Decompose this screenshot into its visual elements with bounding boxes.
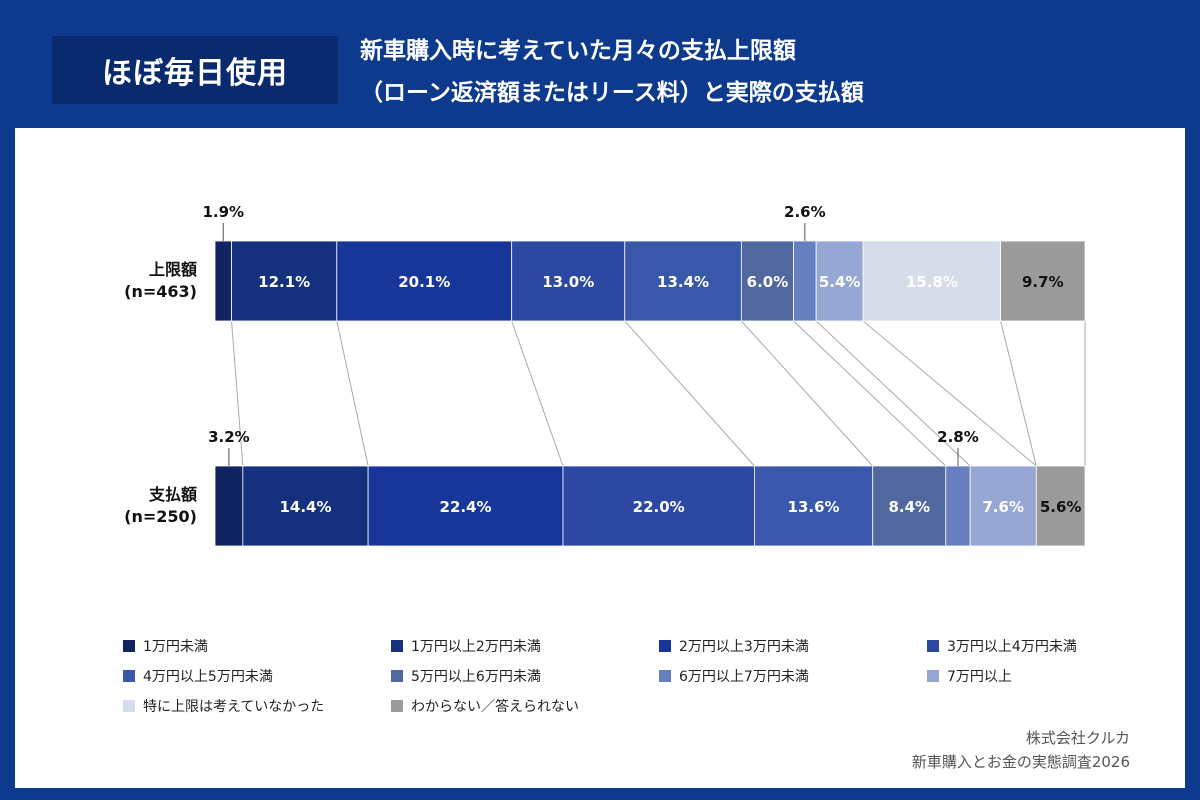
legend-swatch	[391, 640, 403, 652]
bar-segment	[1035, 465, 1086, 547]
title-line-1: 新車購入時に考えていた月々の支払上限額	[360, 38, 796, 64]
legend-label: 1万円以上2万円未満	[411, 639, 541, 655]
chart-title: 新車購入時に考えていた月々の支払上限額 （ローン返済額またはリース料）と実際の支…	[360, 30, 1180, 114]
connector-line	[624, 320, 755, 467]
bar-segment	[754, 465, 874, 547]
credits: 株式会社クルカ 新車購入とお金の実態調査2026	[912, 726, 1130, 774]
legend-item: 6万円以上7万円未満	[659, 666, 809, 686]
legend-label: 1万円未満	[143, 639, 208, 655]
connector-line	[740, 320, 874, 467]
credit-survey: 新車購入とお金の実態調査2026	[911, 753, 1130, 771]
data-label: 22.4%	[440, 498, 492, 516]
legend-item: 4万円以上5万円未満	[123, 666, 273, 686]
data-label: 13.0%	[542, 273, 594, 291]
legend-label: わからない／答えられない	[411, 699, 579, 715]
bar-segment	[367, 465, 564, 547]
legend-label: 7万円以上	[947, 669, 1012, 685]
bar-segment	[242, 465, 369, 547]
bar-segment	[214, 240, 232, 322]
legend-swatch	[123, 640, 135, 652]
legend-item: 特に上限は考えていなかった	[123, 696, 324, 716]
legend-label: 4万円以上5万円未満	[143, 669, 273, 685]
data-label: 3.2%	[208, 428, 250, 446]
legend-label: 5万円以上6万円未満	[411, 669, 541, 685]
bar-segment	[969, 465, 1037, 547]
data-label: 6.0%	[747, 273, 789, 291]
category-label: 支払額	[148, 485, 197, 504]
bar-segment	[740, 240, 794, 322]
bar-segment	[872, 465, 947, 547]
data-label: 2.6%	[784, 203, 826, 221]
legend-item: 7万円以上	[927, 666, 1012, 686]
stacked-bar-chart: 上限額 (n=463) 1.9% 12.1% 20.1% 13.0% 13.4% 6.0% 2.…	[124, 203, 1086, 547]
connector-line	[862, 320, 1037, 467]
bar-segment	[624, 240, 742, 322]
badge: ほぼ毎日使用	[52, 36, 338, 104]
data-label: 5.4%	[819, 273, 861, 291]
data-label: 7.6%	[982, 498, 1024, 516]
data-label: 12.1%	[258, 273, 310, 291]
legend-swatch	[927, 670, 939, 682]
legend-swatch	[123, 670, 135, 682]
connector-lines	[231, 320, 1086, 467]
legend-swatch	[927, 640, 939, 652]
data-label: 1.9%	[202, 203, 244, 221]
legend-swatch	[659, 670, 671, 682]
legend-item: 3万円以上4万円未満	[927, 636, 1077, 656]
legend-item: 1万円未満	[123, 636, 208, 656]
data-label: 8.4%	[888, 498, 930, 516]
connector-line	[231, 320, 244, 467]
bar-segment	[793, 240, 817, 322]
bar-segment	[214, 465, 244, 547]
bar-segment	[945, 465, 971, 547]
data-label: 13.6%	[788, 498, 840, 516]
bar-segment	[231, 240, 338, 322]
legend-swatch	[659, 640, 671, 652]
bar-segment	[336, 240, 513, 322]
connector-line	[815, 320, 971, 467]
legend-label: 2万円以上3万円未満	[679, 639, 809, 655]
data-label: 20.1%	[398, 273, 450, 291]
data-label: 5.6%	[1040, 498, 1082, 516]
bar-segment	[862, 240, 1002, 322]
legend-swatch	[123, 700, 135, 712]
category-label: 上限額	[149, 260, 197, 279]
connector-line	[511, 320, 564, 467]
data-label: 22.0%	[633, 498, 685, 516]
category-n-label: (n=250)	[124, 507, 197, 526]
category-n-label: (n=463)	[124, 282, 197, 301]
data-label: 14.4%	[279, 498, 331, 516]
data-label: 13.4%	[657, 273, 709, 291]
legend-item: 5万円以上6万円未満	[391, 666, 541, 686]
legend-label: 6万円以上7万円未満	[679, 669, 809, 685]
legend-item: 2万円以上3万円未満	[659, 636, 809, 656]
legend-label: 特に上限は考えていなかった	[143, 699, 325, 715]
title-line-2: （ローン返済額またはリース料）と実際の支払額	[360, 80, 864, 106]
legend-item: 1万円以上2万円未満	[391, 636, 541, 656]
connector-line	[1000, 320, 1037, 467]
legend-item: わからない／答えられない	[391, 696, 579, 716]
bar-segment	[1000, 240, 1086, 322]
connector-line	[336, 320, 369, 467]
connector-line	[793, 320, 947, 467]
legend-swatch	[391, 670, 403, 682]
legend-swatch	[391, 700, 403, 712]
credit-company: 株式会社クルカ	[1025, 729, 1130, 747]
data-label: 15.8%	[906, 273, 958, 291]
legend-label: 3万円以上4万円未満	[947, 639, 1077, 655]
bar-segment	[562, 465, 755, 547]
chart-panel: 上限額 (n=463) 1.9% 12.1% 20.1% 13.0% 13.4% 6.0% 2.…	[15, 128, 1185, 788]
header-bar: ほぼ毎日使用 新車購入時に考えていた月々の支払上限額 （ローン返済額またはリース…	[0, 0, 1200, 128]
bar-segment	[815, 240, 864, 322]
data-label: 9.7%	[1022, 273, 1064, 291]
bar-segment	[511, 240, 626, 322]
data-label: 2.8%	[937, 428, 979, 446]
